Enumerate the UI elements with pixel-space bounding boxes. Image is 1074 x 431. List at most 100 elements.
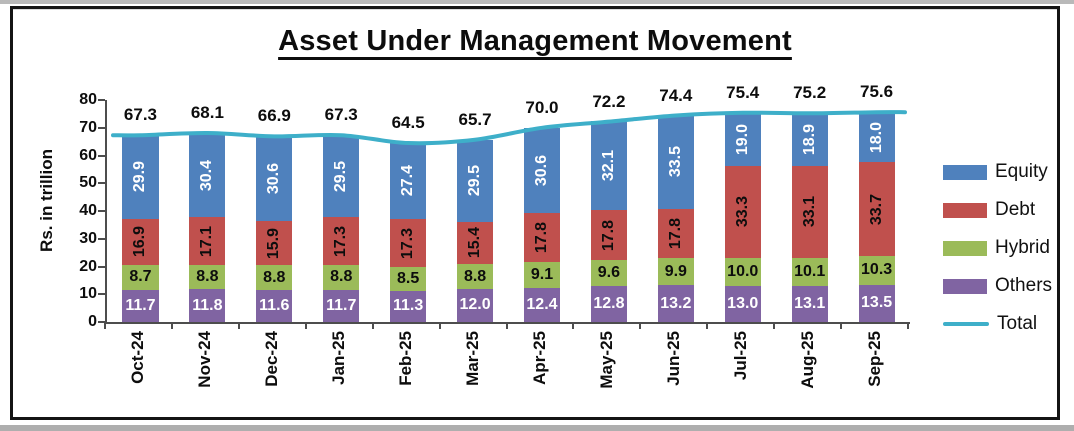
segment-data-label: 13.1 <box>794 294 826 312</box>
legend-line-swatch <box>943 322 989 326</box>
bar-stack: 32.1 17.8 9.6 12.8 <box>590 121 627 322</box>
bar-column: 33.5 17.8 9.9 13.2 <box>642 100 709 322</box>
bar-segment-debt: 17.3 <box>390 219 427 268</box>
chart-frame: Asset Under Management Movement Rs. in t… <box>10 6 1060 420</box>
bar-segment-others: 12.4 <box>523 287 561 322</box>
y-tick-mark <box>98 99 105 101</box>
segment-data-label: 8.8 <box>196 268 219 286</box>
bar-column: 29.5 17.3 8.8 11.7 <box>308 100 375 322</box>
segment-data-label: 11.7 <box>125 296 156 314</box>
segment-data-label: 13.2 <box>660 294 692 312</box>
total-data-label: 65.7 <box>458 109 492 129</box>
bar-column: 32.1 17.8 9.6 12.8 <box>575 100 642 322</box>
x-axis-label: Dec-24 <box>262 331 282 387</box>
segment-data-label: 10.1 <box>794 262 826 280</box>
x-axis-label-cell: Oct-24 <box>105 331 172 411</box>
bar-column: 18.0 33.7 10.3 13.5 <box>843 100 910 322</box>
total-line <box>111 110 907 146</box>
total-data-label: 74.4 <box>659 85 693 105</box>
legend-item-equity: Equity <box>943 160 1052 184</box>
bar-segment-equity: 18.0 <box>858 112 895 163</box>
bar-segment-debt: 33.7 <box>858 162 895 256</box>
x-axis-label: Jul-25 <box>730 331 750 381</box>
x-axis-label-cell: Nov-24 <box>172 331 239 411</box>
y-tick-label: 60 <box>79 146 97 164</box>
legend-color-swatch <box>943 278 987 294</box>
x-tick-mark <box>505 322 508 329</box>
segment-data-label: 13.0 <box>727 294 759 312</box>
bar-stack: 18.0 33.7 10.3 13.5 <box>858 112 895 322</box>
bar-segment-debt: 17.8 <box>590 210 627 260</box>
segment-data-label: 8.7 <box>129 268 152 286</box>
bar-segment-debt: 17.1 <box>189 217 226 265</box>
y-tick-label: 80 <box>79 91 97 108</box>
bar-series: 29.9 16.9 8.7 11.7 30.4 17.1 8.8 11.8 30.6 15.9 8.… <box>107 100 910 322</box>
x-axis-label-cell: Jan-25 <box>306 331 373 411</box>
y-tick-mark <box>98 126 105 129</box>
total-data-label: 75.2 <box>793 83 827 103</box>
bar-segment-equity: 18.9 <box>791 113 828 166</box>
y-tick-mark <box>98 182 105 185</box>
bar-segment-others: 11.6 <box>256 289 293 322</box>
y-tick-mark <box>98 154 105 157</box>
bar-column: 29.5 15.4 8.8 12.0 <box>442 100 509 322</box>
bar-column: 27.4 17.3 8.5 11.3 <box>375 100 442 322</box>
bar-segment-equity: 33.5 <box>657 115 694 209</box>
bar-stack: 30.6 15.9 8.8 11.6 <box>256 136 293 322</box>
segment-data-label: 8.8 <box>330 268 353 286</box>
bar-stack: 30.6 17.8 9.1 12.4 <box>523 128 561 322</box>
total-data-label: 64.5 <box>391 113 425 132</box>
segment-data-label: 8.5 <box>397 269 420 287</box>
bar-segment-others: 13.2 <box>657 285 694 322</box>
segment-data-label: 11.3 <box>393 297 424 315</box>
bar-segment-others: 13.0 <box>724 285 761 322</box>
bar-segment-debt: 16.9 <box>122 218 159 266</box>
legend-label: Debt <box>995 199 1036 220</box>
legend-item-total: Total <box>943 312 1052 336</box>
bar-segment-debt: 15.9 <box>256 221 293 266</box>
y-tick-label: 50 <box>79 174 97 192</box>
x-tick-mark <box>304 322 307 329</box>
total-data-label: 67.3 <box>324 105 358 125</box>
legend-label: Hybrid <box>995 237 1050 258</box>
segment-data-label: 11.7 <box>326 296 357 314</box>
x-axis-label-cell: May-25 <box>573 331 640 411</box>
total-data-label: 72.2 <box>592 91 626 111</box>
bar-stack: 33.5 17.8 9.9 13.2 <box>657 115 694 322</box>
bar-segment-others: 13.1 <box>791 285 828 322</box>
legend-label: Total <box>997 313 1038 334</box>
x-axis-label-cell: Feb-25 <box>373 331 440 411</box>
y-tick-label: 70 <box>79 118 97 136</box>
bar-stack: 30.4 17.1 8.8 11.8 <box>189 133 226 322</box>
bar-segment-hybrid: 9.9 <box>657 257 694 286</box>
x-tick-mark <box>104 322 106 329</box>
bar-segment-equity: 27.4 <box>390 143 427 220</box>
bar-segment-hybrid: 8.8 <box>457 264 494 289</box>
total-data-label: 70.0 <box>525 97 559 117</box>
x-tick-mark <box>572 322 575 329</box>
bar-segment-equity: 30.6 <box>523 128 561 213</box>
bar-segment-hybrid: 8.5 <box>390 267 427 291</box>
y-tick-label: 0 <box>88 313 97 330</box>
bar-segment-others: 11.8 <box>189 289 226 322</box>
legend-item-hybrid: Hybrid <box>943 236 1052 260</box>
y-tick-label: 30 <box>79 229 97 247</box>
bar-segment-equity: 29.9 <box>122 135 159 219</box>
segment-data-label: 11.6 <box>259 296 290 314</box>
window-top-edge <box>0 0 1074 4</box>
x-axis-label: Jan-25 <box>329 331 349 385</box>
bar-segment-equity: 29.5 <box>457 139 494 222</box>
chart-title: Asset Under Management Movement <box>278 25 792 57</box>
total-data-label: 67.3 <box>123 105 157 125</box>
bar-segment-equity: 30.6 <box>256 136 293 222</box>
legend-label: Others <box>995 275 1053 296</box>
bar-stack: 29.5 15.4 8.8 12.0 <box>457 139 494 322</box>
segment-data-label: 9.9 <box>664 262 687 280</box>
bar-segment-hybrid: 8.8 <box>189 264 226 290</box>
bar-segment-debt: 17.8 <box>523 212 561 263</box>
bar-segment-debt: 33.1 <box>791 165 828 258</box>
bar-segment-others: 12.8 <box>590 286 627 322</box>
x-axis-label-cell: Mar-25 <box>440 331 507 411</box>
x-tick-mark <box>438 322 441 329</box>
x-tick-mark <box>237 322 240 329</box>
